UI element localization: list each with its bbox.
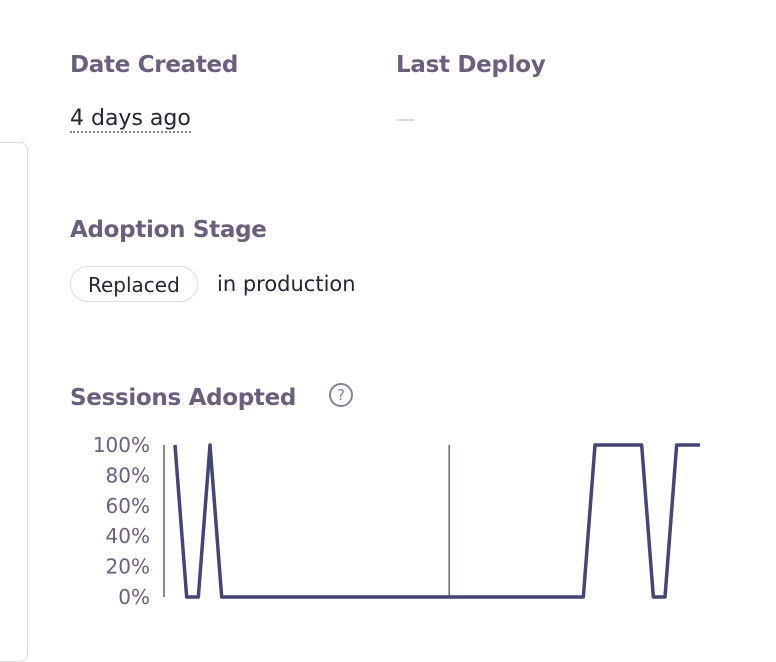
adoption-stage-environment: in production — [217, 272, 356, 296]
y-tick-label: 40% — [106, 524, 150, 548]
question-circle-icon[interactable]: ? — [329, 383, 353, 407]
date-created-heading: Date Created — [70, 52, 239, 78]
y-tick-label: 20% — [106, 555, 150, 579]
sessions-adopted-series-line — [173, 443, 700, 599]
sessions-adopted-heading: Sessions Adopted — [70, 385, 297, 411]
y-tick-label: 0% — [118, 585, 150, 609]
sessions-adopted-chart: 0% 20% 40% 60% 80% 100% — [93, 433, 700, 609]
y-tick-label: 60% — [106, 494, 150, 518]
adoption-stage-heading: Adoption Stage — [70, 217, 267, 243]
last-deploy-heading: Last Deploy — [396, 52, 546, 78]
y-tick-label: 100% — [93, 433, 150, 457]
adoption-stage-badge: Replaced — [70, 266, 198, 302]
date-created-value[interactable]: 4 days ago — [70, 106, 191, 133]
last-deploy-empty-value: — — [397, 119, 414, 121]
y-tick-label: 80% — [106, 463, 150, 487]
